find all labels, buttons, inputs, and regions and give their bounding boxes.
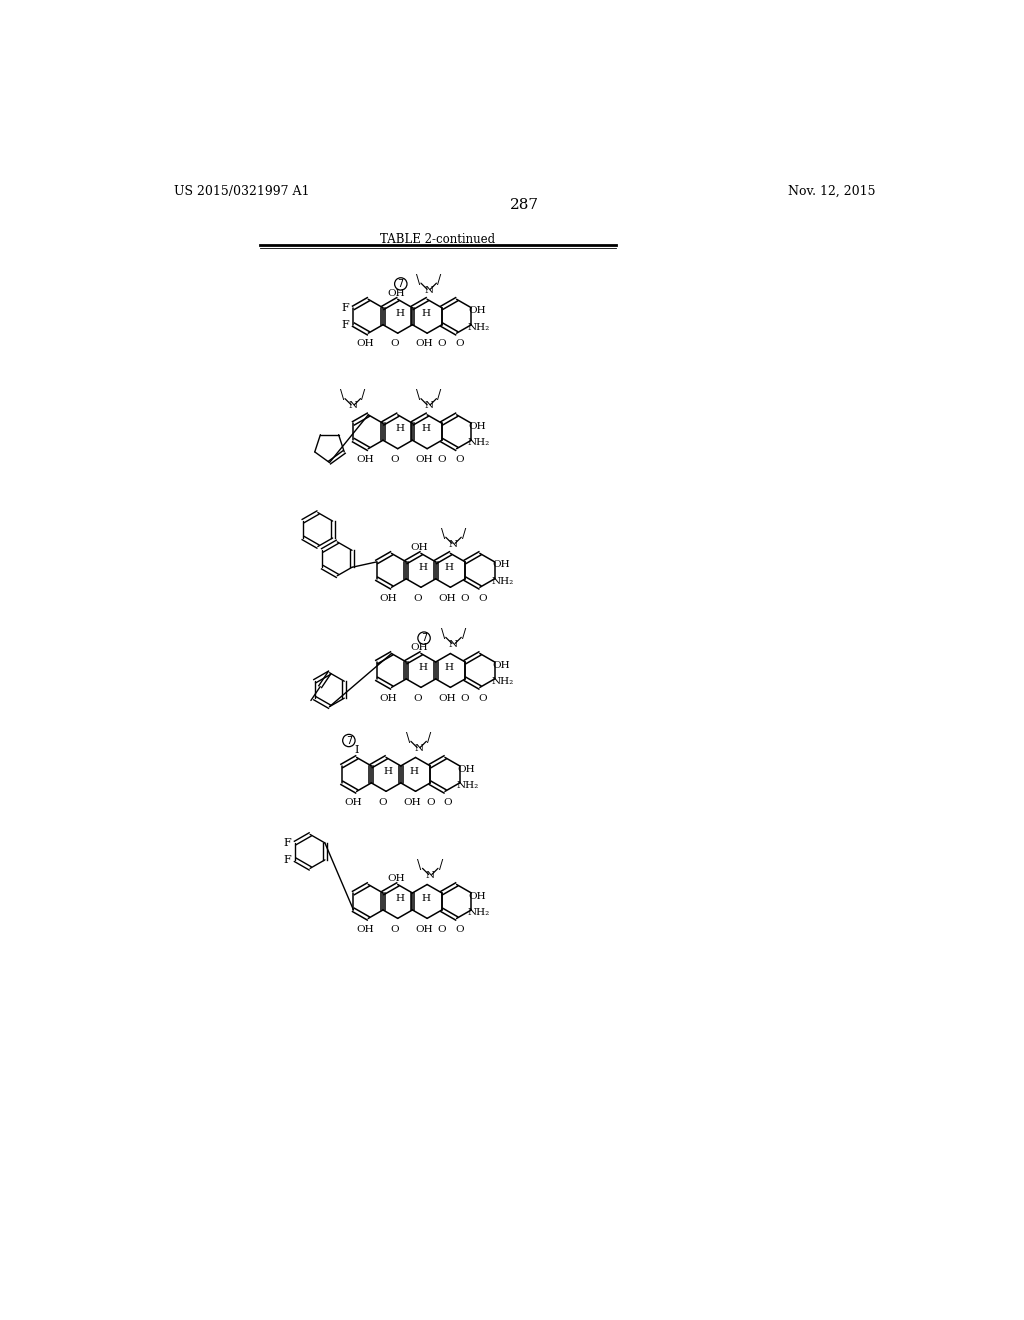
Text: OH: OH [403, 797, 421, 807]
Text: N: N [348, 401, 357, 411]
Text: OH: OH [416, 455, 433, 463]
Text: O: O [456, 339, 464, 348]
Text: OH: OH [356, 925, 374, 933]
Text: F: F [284, 838, 292, 847]
Text: H: H [421, 309, 430, 318]
Text: \: \ [440, 628, 444, 640]
Text: N: N [424, 401, 433, 411]
Text: NH₂: NH₂ [468, 438, 490, 447]
Text: OH: OH [438, 694, 456, 702]
Text: /: / [361, 389, 366, 403]
Text: \: \ [406, 731, 410, 744]
Text: OH: OH [411, 643, 428, 652]
Text: O: O [437, 925, 446, 933]
Text: O: O [437, 339, 446, 348]
Text: /: / [427, 731, 431, 744]
Text: /: / [437, 389, 441, 403]
Text: OH: OH [387, 289, 404, 297]
Text: NH₂: NH₂ [468, 322, 490, 331]
Text: N: N [426, 871, 435, 879]
Text: H: H [419, 663, 428, 672]
Text: F: F [341, 302, 349, 313]
Text: H: H [421, 424, 430, 433]
Text: O: O [414, 694, 422, 702]
Text: O: O [478, 694, 487, 702]
Text: /: / [439, 859, 443, 871]
Text: N: N [449, 540, 458, 549]
Text: H: H [410, 767, 419, 776]
Text: NH₂: NH₂ [492, 577, 513, 586]
Text: OH: OH [492, 561, 510, 569]
Text: OH: OH [387, 874, 404, 883]
Text: Nov. 12, 2015: Nov. 12, 2015 [787, 185, 876, 198]
Text: H: H [395, 424, 404, 433]
Text: /: / [462, 528, 467, 541]
Text: OH: OH [438, 594, 456, 602]
Text: US 2015/0321997 A1: US 2015/0321997 A1 [174, 185, 310, 198]
Text: \: \ [340, 389, 344, 403]
Text: OH: OH [469, 306, 486, 315]
Text: OH: OH [380, 594, 397, 602]
Text: OH: OH [416, 339, 433, 348]
Text: NH₂: NH₂ [492, 677, 513, 685]
Text: O: O [443, 797, 453, 807]
Text: /: / [437, 273, 441, 286]
Text: O: O [478, 594, 487, 602]
Text: H: H [395, 894, 404, 903]
Text: O: O [390, 339, 399, 348]
Text: \: \ [416, 273, 420, 286]
Text: OH: OH [492, 660, 510, 669]
Text: 7: 7 [346, 735, 352, 746]
Text: O: O [379, 797, 387, 807]
Text: OH: OH [457, 764, 475, 774]
Text: F: F [284, 855, 292, 865]
Text: OH: OH [469, 891, 486, 900]
Text: \: \ [440, 528, 444, 541]
Text: N: N [424, 285, 433, 294]
Text: O: O [390, 455, 399, 463]
Text: OH: OH [380, 694, 397, 702]
Text: OH: OH [416, 925, 433, 933]
Text: OH: OH [345, 797, 362, 807]
Text: \: \ [416, 389, 420, 403]
Text: O: O [461, 694, 469, 702]
Text: H: H [444, 663, 454, 672]
Text: OH: OH [356, 339, 374, 348]
Text: O: O [461, 594, 469, 602]
Text: /: / [462, 628, 467, 640]
Text: OH: OH [411, 543, 428, 552]
Text: H: H [395, 309, 404, 318]
Text: O: O [390, 925, 399, 933]
Text: I: I [354, 744, 358, 755]
Text: O: O [456, 455, 464, 463]
Text: TABLE 2-continued: TABLE 2-continued [381, 232, 496, 246]
Text: 7: 7 [397, 279, 403, 289]
Text: OH: OH [469, 422, 486, 430]
Text: \: \ [417, 859, 422, 871]
Text: O: O [456, 925, 464, 933]
Text: NH₂: NH₂ [457, 780, 478, 789]
Text: H: H [419, 562, 428, 572]
Text: H: H [444, 562, 454, 572]
Text: O: O [437, 455, 446, 463]
Text: H: H [384, 767, 393, 776]
Text: 287: 287 [510, 198, 540, 211]
Text: 7: 7 [421, 634, 427, 643]
Text: N: N [449, 640, 458, 648]
Text: N: N [414, 743, 423, 752]
Text: O: O [414, 594, 422, 602]
Text: H: H [421, 894, 430, 903]
Text: NH₂: NH₂ [468, 908, 490, 916]
Text: O: O [426, 797, 434, 807]
Text: F: F [341, 319, 349, 330]
Text: OH: OH [356, 455, 374, 463]
